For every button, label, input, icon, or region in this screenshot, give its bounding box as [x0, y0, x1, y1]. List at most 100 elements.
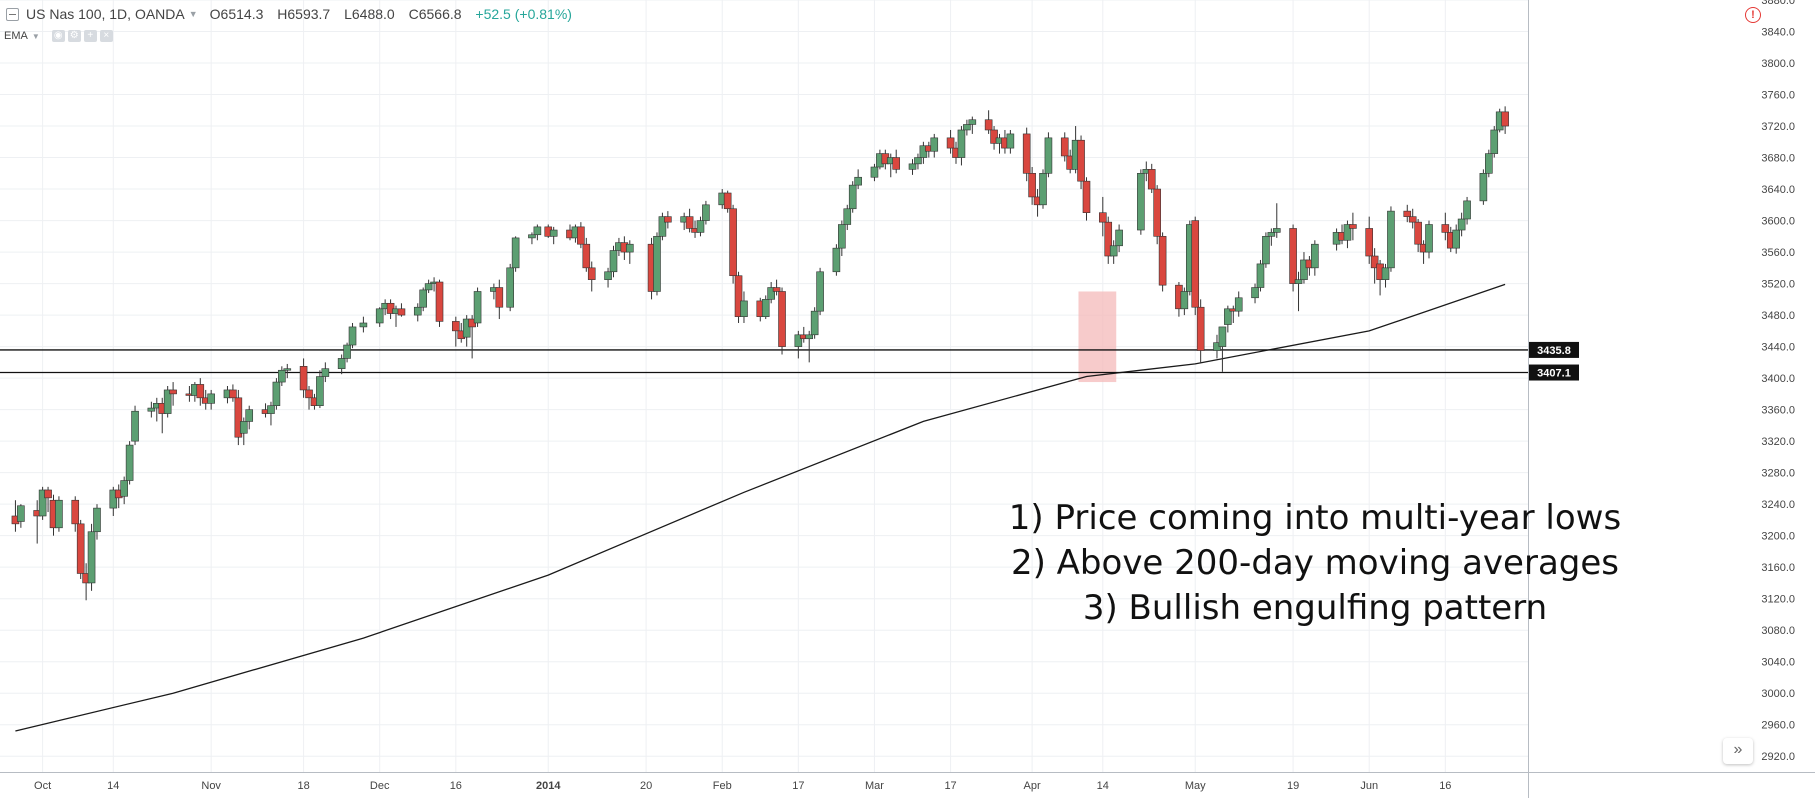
- candle-body: [234, 397, 243, 438]
- candle-body: [93, 507, 101, 533]
- candle-body: [1196, 306, 1205, 351]
- candle-body: [87, 531, 96, 584]
- candle-body: [359, 322, 368, 328]
- gear-icon[interactable]: ⚙: [67, 30, 81, 42]
- time-tick-label: Apr: [1024, 780, 1041, 792]
- annotation-line-3: 3) Bullish engulfing pattern: [1082, 588, 1548, 628]
- symbol-title[interactable]: US Nas 100, 1D, OANDA: [26, 6, 185, 22]
- price-tick-label: 3520.0: [1761, 279, 1795, 291]
- candle-body: [1262, 236, 1270, 265]
- candle-body: [1349, 224, 1357, 229]
- candle-body: [1311, 243, 1319, 269]
- price-tick-label: 3800.0: [1761, 58, 1795, 70]
- candle-body: [816, 271, 824, 312]
- candle-body: [870, 166, 879, 178]
- candle-body: [843, 208, 852, 225]
- candle-body: [1099, 212, 1107, 223]
- candle-body: [838, 224, 846, 249]
- candle-body: [44, 489, 52, 499]
- price-tick-label: 3120.0: [1761, 594, 1795, 606]
- candle-body: [772, 287, 781, 292]
- candle-body: [272, 381, 281, 406]
- candle-body: [664, 216, 672, 223]
- eye-icon[interactable]: ◉: [51, 30, 65, 42]
- candle-body: [908, 163, 917, 170]
- candle-body: [1180, 291, 1189, 310]
- annotation-line-2: 2) Above 200-day moving averages: [1010, 543, 1620, 583]
- price-tick-label: 3240.0: [1761, 499, 1795, 511]
- candle-body: [506, 267, 514, 308]
- candle-body: [582, 243, 591, 269]
- candle-body: [413, 306, 422, 316]
- indicator-label[interactable]: EMA: [4, 30, 28, 42]
- candle-body: [1256, 263, 1265, 288]
- candle-body: [419, 289, 427, 308]
- candle-body: [658, 216, 667, 237]
- price-tick-label: 3360.0: [1761, 405, 1795, 417]
- candle-body: [794, 334, 803, 347]
- candle-body: [1044, 137, 1053, 174]
- candle-body: [109, 489, 118, 509]
- candle-body: [810, 310, 819, 336]
- candles: [11, 106, 1509, 601]
- alert-icon[interactable]: !: [1745, 7, 1761, 23]
- candle-body: [386, 302, 395, 314]
- candle-body: [1403, 210, 1412, 217]
- candle-body: [38, 489, 47, 517]
- chevron-down-icon[interactable]: ▼: [188, 9, 198, 19]
- candle-body: [71, 499, 80, 525]
- candle-body: [163, 389, 172, 414]
- candle-body: [495, 287, 504, 308]
- candle-body: [229, 389, 237, 399]
- candle-body: [963, 124, 971, 131]
- candle-body: [1425, 224, 1433, 253]
- candle-body: [625, 243, 634, 253]
- candle-body: [1158, 236, 1167, 286]
- candle-body: [343, 344, 351, 359]
- low-value: L6488.0: [344, 6, 395, 22]
- time-tick-label: 18: [297, 780, 309, 792]
- candle-body: [968, 119, 977, 125]
- level-price-label: 3407.1: [1537, 368, 1571, 380]
- candle-body: [125, 444, 134, 481]
- chevron-down-icon[interactable]: ▼: [31, 31, 40, 41]
- price-tick-label: 2960.0: [1761, 720, 1795, 732]
- scroll-to-realtime-button[interactable]: »: [1723, 738, 1753, 764]
- candle-body: [587, 267, 596, 280]
- chart-grid: [0, 0, 1528, 772]
- price-tick-label: 3720.0: [1761, 121, 1795, 133]
- candle-body: [1294, 279, 1303, 284]
- candle-body: [1267, 232, 1276, 237]
- candle-body: [1218, 326, 1227, 347]
- candle-body: [767, 287, 775, 300]
- time-tick-label: 17: [792, 780, 804, 792]
- candle-body: [914, 157, 922, 165]
- price-tick-label: 3080.0: [1761, 625, 1795, 637]
- time-tick-label: 16: [450, 780, 462, 792]
- candle-body: [832, 247, 841, 273]
- candle-body: [854, 176, 862, 186]
- candle-body: [1408, 216, 1417, 223]
- candle-body: [685, 216, 694, 229]
- close-icon[interactable]: ×: [99, 30, 113, 42]
- candle-body: [734, 275, 743, 317]
- add-icon[interactable]: +: [83, 30, 97, 42]
- candle-body: [1387, 210, 1395, 269]
- price-tick-label: 3200.0: [1761, 531, 1795, 543]
- candle-body: [1463, 200, 1471, 220]
- price-tick-label: 3160.0: [1761, 562, 1795, 574]
- candle-body: [1191, 220, 1200, 308]
- candle-body: [207, 393, 215, 404]
- collapse-button[interactable]: [6, 7, 19, 21]
- candle-body: [452, 321, 460, 332]
- candle-body: [729, 208, 737, 277]
- candle-body: [653, 236, 661, 292]
- candle-body: [1109, 245, 1118, 257]
- candle-body: [696, 220, 705, 233]
- candle-body: [930, 137, 939, 152]
- ema-200-line: [15, 283, 1506, 732]
- candle-body: [1039, 173, 1047, 206]
- candle-body: [1147, 169, 1156, 190]
